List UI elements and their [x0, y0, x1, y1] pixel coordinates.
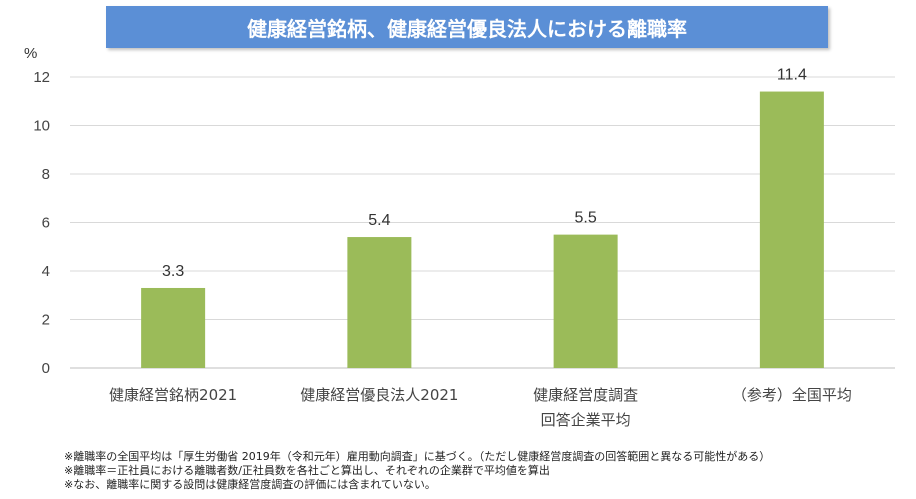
- y-tick-label: 0: [42, 360, 50, 377]
- x-tick-label: 健康経営優良法人2021: [300, 386, 458, 404]
- x-tick-label: （参考）全国平均: [732, 386, 852, 404]
- footnote-3: ※なお、離職率に関する設問は健康経営度調査の評価には含まれていない。: [64, 478, 436, 491]
- chart-title: 健康経営銘柄、健康経営優良法人における離職率: [106, 6, 828, 48]
- bar: [759, 91, 824, 369]
- bar: [141, 287, 206, 368]
- y-tick-label: 8: [42, 166, 50, 183]
- y-tick-label: 12: [33, 69, 50, 86]
- x-tick-label: 健康経営銘柄2021: [109, 386, 237, 404]
- y-axis-ticks: 0 2 4 6 8 10 12: [33, 69, 50, 377]
- value-labels: 3.3 5.4 5.5 11.4: [162, 67, 807, 280]
- data-label: 3.3: [162, 263, 184, 280]
- y-tick-label: 4: [42, 263, 50, 280]
- footnote-2: ※離職率＝正社員における離職者数/正社員数を各社ごと算出し、それぞれの企業群で平…: [64, 464, 550, 477]
- y-axis-unit-label: %: [24, 45, 37, 62]
- bar: [347, 237, 412, 368]
- y-tick-label: 2: [42, 312, 50, 329]
- bar: [553, 234, 618, 368]
- footnotes: ※離職率の全国平均は「厚生労働省 2019年（令和元年）雇用動向調査」に基づく。…: [64, 450, 904, 492]
- y-tick-label: 10: [33, 118, 50, 135]
- data-label: 5.4: [368, 212, 390, 229]
- footnote-1: ※離職率の全国平均は「厚生労働省 2019年（令和元年）雇用動向調査」に基づく。…: [64, 450, 771, 463]
- y-tick-label: 6: [42, 215, 50, 232]
- x-tick-label: 回答企業平均: [541, 411, 631, 429]
- bars: [141, 91, 824, 369]
- x-tick-label: 健康経営度調査: [533, 386, 638, 404]
- data-label: 5.5: [575, 210, 597, 227]
- grid-lines: [70, 76, 895, 369]
- data-label: 11.4: [777, 67, 807, 84]
